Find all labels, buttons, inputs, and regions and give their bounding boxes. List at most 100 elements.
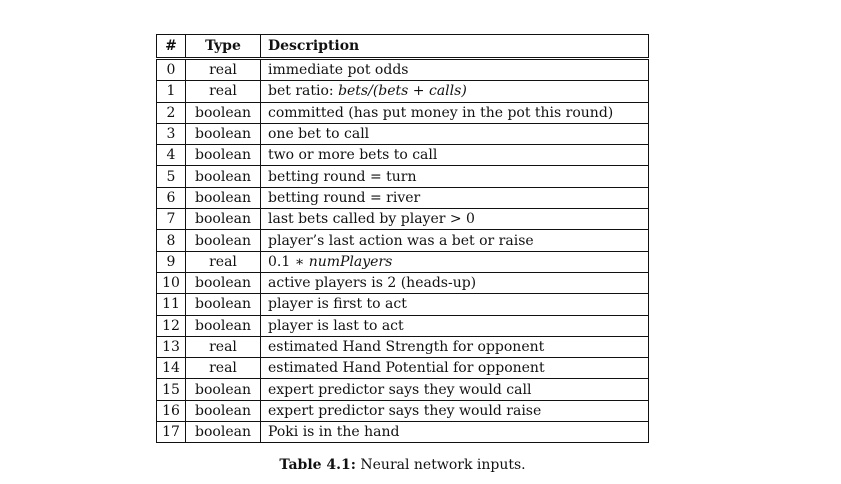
row-number: 2	[156, 101, 186, 124]
table-body: 0 real immediate pot odds 1 real bet ratio: b…	[156, 57, 649, 444]
row-description: 0.1 ∗ numPlayers	[260, 250, 649, 273]
row-type: boolean	[185, 229, 261, 252]
description-text: player is first to act	[268, 296, 407, 313]
row-type: boolean	[185, 122, 261, 146]
description-text: immediate pot odds	[268, 62, 409, 79]
row-number: 17	[156, 421, 186, 444]
caption-label: Table 4.1:	[279, 457, 356, 473]
header-row: # Type Description	[156, 34, 649, 60]
row-description: bet ratio: bets/(bets + calls)	[260, 80, 649, 103]
row-number: 12	[156, 314, 186, 337]
row-description: active players is 2 (heads-up)	[260, 271, 649, 295]
row-description: betting round = river	[260, 186, 649, 210]
description-math: numPlayers	[308, 253, 393, 270]
description-text: active players is 2 (heads-up)	[268, 275, 477, 292]
description-text: estimated Hand Strength for opponent	[268, 339, 545, 355]
description-text: committed (has put money in the pot this…	[268, 104, 614, 121]
row-type: boolean	[185, 421, 261, 444]
description-text: one bet to call	[268, 126, 370, 143]
row-type: boolean	[185, 101, 261, 124]
row-type: real	[185, 250, 261, 273]
row-number: 6	[156, 186, 186, 210]
row-number: 11	[156, 293, 186, 316]
row-description: expert predictor says they would raise	[260, 399, 649, 423]
row-number: 13	[156, 335, 186, 359]
row-number: 8	[156, 229, 186, 252]
table-row: 10 boolean active players is 2 (heads-up)	[156, 271, 649, 295]
header-description: Description	[260, 34, 649, 60]
row-description: estimated Hand Potential for opponent	[260, 357, 649, 380]
description-text: expert predictor says they would call	[268, 381, 532, 398]
description-text: bet ratio:	[268, 83, 339, 100]
neural-network-inputs-table: # Type Description 0 real immediate pot od…	[156, 34, 649, 444]
row-number: 5	[156, 165, 186, 188]
table-row: 12 boolean player is last to act	[156, 314, 649, 337]
row-type: real	[185, 357, 261, 380]
row-number: 10	[156, 271, 186, 295]
row-number: 14	[156, 357, 186, 380]
row-description: expert predictor says they would call	[260, 378, 649, 401]
table-row: 6 boolean betting round = river	[156, 186, 649, 210]
row-type: boolean	[185, 378, 261, 401]
row-type: real	[185, 57, 261, 82]
row-description: estimated Hand Strength for opponent	[260, 335, 649, 359]
table-row: 7 boolean last bets called by player > 0	[156, 208, 649, 231]
row-type: boolean	[185, 144, 261, 167]
table-row: 5 boolean betting round = turn	[156, 165, 649, 188]
header-type: Type	[185, 34, 261, 60]
header-number: #	[156, 34, 186, 60]
description-text: betting round = river	[268, 189, 421, 206]
row-type: real	[185, 335, 261, 359]
row-type: boolean	[185, 186, 261, 210]
description-text: expert predictor says they would raise	[268, 402, 542, 419]
description-text: player is last to act	[268, 317, 404, 334]
table-row: 1 real bet ratio: bets/(bets + calls)	[156, 80, 649, 103]
row-description: committed (has put money in the pot this…	[260, 101, 649, 124]
row-description: player is last to act	[260, 314, 649, 337]
row-number: 7	[156, 208, 186, 231]
table-row: 9 real 0.1 ∗ numPlayers	[156, 250, 649, 273]
row-number: 4	[156, 144, 186, 167]
table-row: 13 real estimated Hand Strength for oppone…	[156, 335, 649, 359]
row-type: boolean	[185, 208, 261, 231]
description-text: betting round = turn	[268, 168, 417, 185]
table-row: 16 boolean expert predictor says they woul…	[156, 399, 649, 423]
table-row: 17 boolean Poki is in the hand	[156, 421, 649, 444]
description-text: player’s last action was a bet or raise	[268, 232, 534, 249]
table-caption: Table 4.1: Neural network inputs.	[0, 457, 805, 473]
table-row: 2 boolean committed (has put money in the …	[156, 101, 649, 124]
row-number: 16	[156, 399, 186, 423]
table-row: 0 real immediate pot odds	[156, 57, 649, 82]
caption-text: Neural network inputs.	[355, 457, 526, 473]
row-description: player’s last action was a bet or raise	[260, 229, 649, 252]
row-number: 0	[156, 57, 186, 82]
row-description: immediate pot odds	[260, 57, 649, 82]
table-header: # Type Description	[156, 34, 649, 60]
table-row: 15 boolean expert predictor says they woul…	[156, 378, 649, 401]
table-row: 11 boolean player is first to act	[156, 293, 649, 316]
description-text: estimated Hand Potential for opponent	[268, 360, 545, 377]
row-type: boolean	[185, 293, 261, 316]
table-row: 8 boolean player’s last action was a bet o…	[156, 229, 649, 252]
row-number: 1	[156, 80, 186, 103]
inputs-table-container: # Type Description 0 real immediate pot od…	[156, 34, 649, 444]
row-description: two or more bets to call	[260, 144, 649, 167]
row-type: real	[185, 80, 261, 103]
description-math: bets/(bets + calls)	[338, 83, 467, 100]
row-type: boolean	[185, 314, 261, 337]
description-text: two or more bets to call	[268, 147, 438, 164]
row-description: one bet to call	[260, 122, 649, 146]
row-description: betting round = turn	[260, 165, 649, 188]
row-number: 9	[156, 250, 186, 273]
row-description: last bets called by player > 0	[260, 208, 649, 231]
row-number: 15	[156, 378, 186, 401]
table-row: 3 boolean one bet to call	[156, 122, 649, 146]
description-text: Poki is in the hand	[268, 424, 400, 441]
description-text: 0.1 ∗	[268, 253, 309, 270]
row-description: Poki is in the hand	[260, 421, 649, 444]
row-type: boolean	[185, 271, 261, 295]
row-type: boolean	[185, 399, 261, 423]
table-row: 4 boolean two or more bets to call	[156, 144, 649, 167]
table-row: 14 real estimated Hand Potential for oppon…	[156, 357, 649, 380]
row-description: player is first to act	[260, 293, 649, 316]
